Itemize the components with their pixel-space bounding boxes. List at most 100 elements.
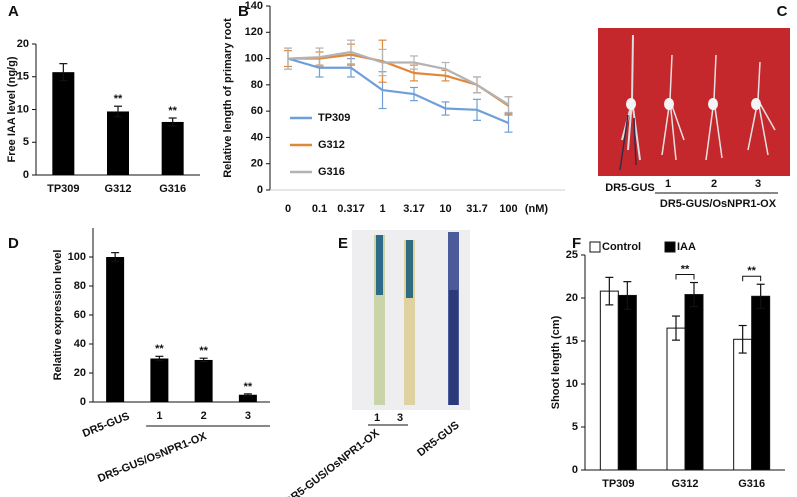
photo-label: 1 <box>665 178 671 190</box>
legend-swatch <box>664 241 676 253</box>
legend-swatch <box>589 241 601 253</box>
seed <box>664 98 674 110</box>
bar <box>107 111 129 175</box>
x-tick-label: 3 <box>245 410 251 422</box>
panel-letter: F <box>572 235 581 252</box>
stain <box>449 290 458 405</box>
x-tick-label: 31.7 <box>466 203 487 215</box>
x-tick-label: G316 <box>738 478 765 490</box>
y-tick-label: 20 <box>17 38 29 50</box>
significance-label: ** <box>155 343 164 355</box>
y-tick-label: 0 <box>257 184 263 196</box>
seed <box>751 98 761 110</box>
panel-letter: B <box>238 3 249 20</box>
panel-letter: A <box>8 3 19 20</box>
legend-label: TP309 <box>318 112 350 124</box>
x-tick-label: 0.1 <box>312 203 327 215</box>
y-tick-label: 5 <box>23 136 29 148</box>
bar <box>106 257 125 402</box>
y-tick-label: 40 <box>251 131 263 143</box>
x-tick-label: 2 <box>201 410 207 422</box>
line <box>287 57 509 124</box>
seedling <box>661 54 685 161</box>
x-tick-label: 100 <box>499 203 517 215</box>
significance-label: ** <box>244 381 253 393</box>
y-tick-label: 15 <box>566 335 578 347</box>
line <box>287 50 510 106</box>
y-axis-label: Free IAA level (ng/g) <box>6 56 18 162</box>
bar <box>52 72 75 175</box>
y-tick-label: 40 <box>74 338 86 350</box>
x-tick-label: 0.317 <box>337 203 365 215</box>
y-tick-label: 20 <box>74 367 86 379</box>
panel-letter: E <box>338 235 348 252</box>
photo-label: DR5-GUS <box>605 182 655 194</box>
seedling <box>747 61 776 156</box>
photo-label: 2 <box>711 178 717 190</box>
significance-label: ** <box>114 93 123 105</box>
photo-label: 3 <box>397 412 403 424</box>
x-tick-label: 1 <box>379 203 385 215</box>
stain <box>376 235 383 295</box>
y-tick-label: 100 <box>68 251 86 263</box>
x-tick-label: TP309 <box>47 183 79 195</box>
y-axis-label: Shoot length (cm) <box>550 315 562 409</box>
legend-label: IAA <box>677 241 696 253</box>
y-tick-label: 80 <box>251 79 263 91</box>
significance-bracket <box>742 275 762 282</box>
root <box>619 114 637 171</box>
legend-label: Control <box>602 241 641 253</box>
x-tick-label: 0 <box>285 203 291 215</box>
significance-label: ** <box>168 105 177 117</box>
bar <box>684 294 704 471</box>
photo-label: 3 <box>755 178 761 190</box>
y-tick-label: 140 <box>245 0 263 12</box>
significance-label: ** <box>747 265 756 277</box>
y-tick-label: 10 <box>17 103 29 115</box>
group-label: DR5-GUS/OsNPR1-OX <box>283 427 382 497</box>
photo-label: DR5-GUS <box>415 419 461 459</box>
y-tick-label: 20 <box>566 292 578 304</box>
y-axis-label: Relative expression level <box>52 250 64 381</box>
x-tick-label: TP309 <box>602 478 634 490</box>
bar <box>150 358 169 402</box>
y-tick-label: 60 <box>74 309 86 321</box>
x-axis-unit: (nM) <box>525 203 549 215</box>
y-tick-label: 5 <box>572 421 578 433</box>
stem <box>404 240 415 405</box>
y-tick-label: 80 <box>74 280 86 292</box>
x-tick-label: G312 <box>672 478 699 490</box>
x-tick-label: G316 <box>159 183 186 195</box>
bar <box>194 359 213 402</box>
bar <box>161 121 184 175</box>
significance-label: ** <box>681 263 690 275</box>
y-tick-label: 20 <box>251 158 263 170</box>
bar <box>238 394 257 402</box>
panel-letter: D <box>8 235 19 252</box>
y-tick-label: 0 <box>572 464 578 476</box>
y-tick-label: 60 <box>251 105 263 117</box>
y-tick-label: 100 <box>245 52 263 64</box>
panel-letter: C <box>777 3 788 20</box>
seed <box>626 98 636 110</box>
stem <box>374 235 385 405</box>
bar <box>751 295 771 471</box>
y-axis-label: Relative length of primary root <box>222 18 234 178</box>
bar <box>666 327 686 471</box>
seedling <box>705 54 723 161</box>
y-tick-label: 25 <box>566 249 578 261</box>
legend-label: G312 <box>318 139 345 151</box>
stain <box>406 240 413 298</box>
y-tick-label: 0 <box>23 169 29 181</box>
significance-label: ** <box>199 345 208 357</box>
x-tick-label: 10 <box>439 203 451 215</box>
x-tick-label: G312 <box>105 183 132 195</box>
y-tick-label: 15 <box>17 71 29 83</box>
x-tick-label: 1 <box>156 410 162 422</box>
seedling <box>621 34 641 161</box>
bar <box>599 290 619 471</box>
y-tick-label: 120 <box>245 26 263 38</box>
significance-bracket <box>675 274 695 280</box>
